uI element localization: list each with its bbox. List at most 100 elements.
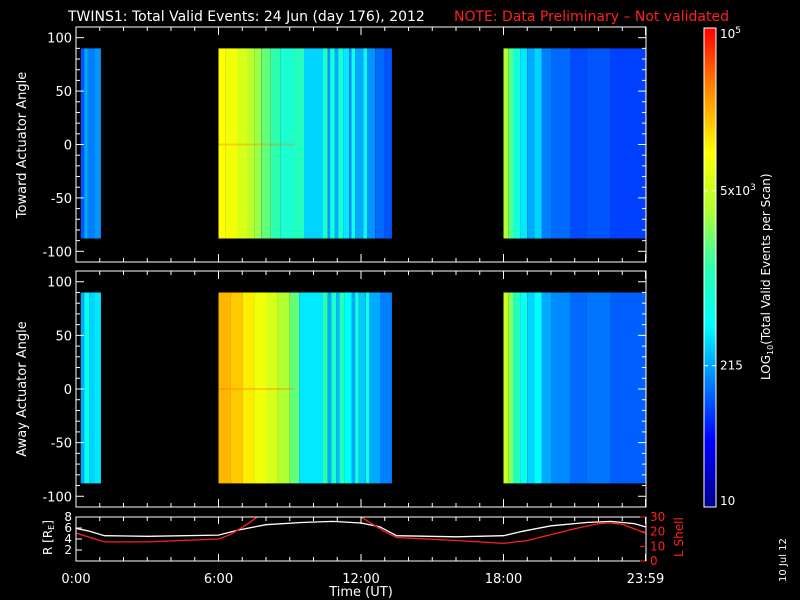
heatmap-column	[254, 292, 266, 484]
heatmap-column	[586, 292, 611, 484]
orbit-series	[76, 517, 646, 545]
orbit-lines	[76, 517, 646, 545]
y-tick-label: 100	[47, 276, 72, 291]
heatmap-column	[254, 48, 262, 239]
y-tick-label: -50	[51, 192, 72, 207]
heatmap-column	[355, 292, 359, 484]
colorbar-tick-label: 5x103	[720, 183, 756, 198]
heatmap-column	[331, 292, 337, 484]
heatmap-column	[261, 48, 271, 239]
r-distance-line	[76, 520, 646, 538]
lshell-tick-label: 0	[650, 554, 658, 568]
x-tick-label: 23:59	[627, 572, 664, 587]
preliminary-note: NOTE: Data Preliminary – Not validated	[454, 9, 729, 25]
heatmap-column	[508, 48, 514, 239]
heatmap-column	[270, 48, 281, 239]
away-heatmap-columns	[80, 292, 646, 484]
heatmap-column	[551, 292, 570, 484]
heatmap-column	[247, 48, 255, 239]
heatmap-column	[336, 292, 340, 484]
heatmap-column	[277, 292, 290, 484]
heatmap-column	[610, 292, 646, 484]
heatmap-column	[534, 48, 542, 239]
toward-ylabel: Toward Actuator Angle	[15, 72, 30, 219]
heatmap-column	[513, 48, 521, 239]
heatmap-column	[369, 292, 380, 484]
lshell-ylabel: L Shell	[672, 517, 686, 557]
heatmap-column	[351, 48, 356, 239]
heatmap-column	[610, 48, 646, 239]
heatmap-column	[527, 292, 535, 484]
heatmap-column	[218, 48, 226, 239]
lshell-tick-label: 30	[650, 510, 665, 524]
heatmap-column	[586, 48, 611, 239]
heatmap-column	[384, 48, 392, 239]
y-tick-label: 100	[47, 32, 72, 47]
heatmap-column	[334, 48, 339, 239]
heatmap-column	[327, 292, 332, 484]
heatmap-column	[534, 292, 542, 484]
r-tick-label: 8	[64, 510, 72, 524]
heatmap-column	[527, 48, 535, 239]
toward-heatmap-columns	[80, 48, 646, 239]
figure-title: TWINS1: Total Valid Events: 24 Jun (day …	[67, 9, 425, 25]
lshell-line	[76, 517, 646, 545]
r-tick-label: 6	[64, 521, 72, 535]
x-tick-label: 18:00	[485, 572, 522, 587]
heatmap-column	[80, 292, 85, 484]
heatmap-column	[266, 292, 278, 484]
heatmap-column	[225, 48, 238, 239]
heatmap-column	[366, 48, 376, 239]
colorbar-ticks: 105 5x103 215 10	[704, 26, 756, 508]
x-tick-label: 0:00	[61, 572, 90, 587]
heatmap-column	[304, 48, 323, 239]
heatmap-column	[349, 48, 352, 239]
heatmap-column	[503, 292, 509, 484]
heatmap-column	[355, 48, 364, 239]
heatmap-column	[513, 292, 521, 484]
heatmap-column	[375, 48, 385, 239]
heatmap-column	[80, 48, 85, 239]
lshell-tick-label: 10	[650, 539, 665, 553]
heatmap-column	[95, 48, 101, 239]
r-tick-label: 4	[64, 532, 72, 546]
colorbar: 105 5x103 215 10 LOG10(Total Valid Events p…	[703, 26, 775, 508]
away-ylabel: Away Actuator Angle	[15, 321, 30, 456]
colorbar-label: LOG10(Total Valid Events per Scan)	[759, 173, 775, 380]
x-tick-label: 6:00	[204, 572, 233, 587]
heatmap-column	[541, 48, 551, 239]
heatmap-column	[344, 292, 352, 484]
heatmap-column	[87, 48, 95, 239]
time-xlabel: Time (UT)	[328, 585, 393, 600]
heatmap-column	[343, 48, 350, 239]
heatmap-column	[323, 48, 328, 239]
heatmap-column	[330, 48, 335, 239]
toward-axes: 100 50 0 -50 -100	[42, 26, 647, 263]
toward-angle-panel: 100 50 0 -50 -100 Toward Actuator Angle	[15, 26, 647, 263]
y-tick-label: 50	[55, 329, 72, 344]
heatmap-column	[358, 292, 366, 484]
y-tick-label: -50	[51, 437, 72, 452]
heatmap-column	[237, 48, 247, 239]
heatmap-column	[289, 292, 300, 484]
y-tick-label: 0	[64, 139, 72, 154]
heatmap-column	[84, 292, 90, 484]
heatmap-column	[365, 292, 370, 484]
heatmap-column	[380, 292, 392, 484]
colorbar-tick-label: 10	[720, 494, 735, 508]
heatmap-column	[508, 292, 514, 484]
heatmap-column	[503, 48, 509, 239]
heatmap-column	[570, 292, 587, 484]
heatmap-column	[323, 292, 328, 484]
r-ylabel: R [RE]	[41, 520, 56, 555]
r-tick-label: 2	[64, 543, 72, 557]
heatmap-column	[95, 292, 101, 484]
y-tick-label: -100	[42, 490, 72, 505]
heatmap-column	[218, 292, 231, 484]
heatmap-column	[327, 48, 331, 239]
y-tick-label: 0	[64, 383, 72, 398]
heatmap-column	[520, 292, 528, 484]
